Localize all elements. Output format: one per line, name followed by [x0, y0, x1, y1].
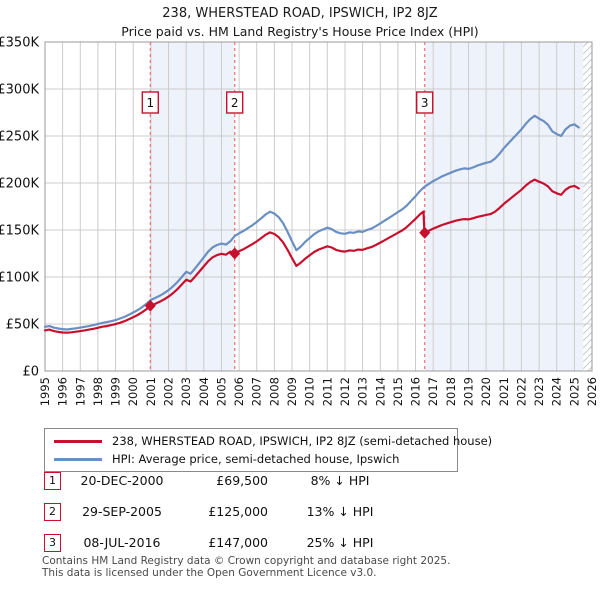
x-tick-label: 2020 — [479, 377, 493, 406]
y-tick-label: £300K — [0, 83, 39, 98]
x-tick-label: 2014 — [373, 377, 387, 406]
hpi-line-swatch — [54, 457, 102, 461]
y-tick-label: £100K — [0, 271, 39, 286]
copyright-line: Contains HM Land Registry data © Crown c… — [42, 555, 451, 567]
legend-label-hpi: HPI: Average price, semi-detached house,… — [112, 452, 400, 466]
x-tick-label: 2012 — [338, 377, 352, 406]
price-paid-line — [43, 178, 580, 334]
price-history-chart: 1 2 3£350K£300K£250K£200K£150K£100K£50K£01… — [0, 36, 599, 407]
x-tick-label: 1999 — [109, 377, 123, 406]
x-tick-label: 2016 — [409, 377, 423, 406]
x-tick-label: 2004 — [197, 377, 211, 406]
legend-label-price: 238, WHERSTEAD ROAD, IPSWICH, IP2 8JZ (s… — [112, 434, 493, 448]
table-row: 3 08-JUL-2016 £147,000 25% ↓ HPI — [44, 534, 464, 552]
x-tick-label: 2025 — [567, 377, 581, 406]
sale-marker-diamond — [144, 299, 156, 312]
x-tick-label: 2009 — [285, 377, 299, 406]
x-tick-label: 2021 — [497, 377, 511, 406]
price-line-swatch — [54, 439, 102, 443]
sale-number-badge: 1 — [44, 472, 61, 490]
x-tick-label: 2023 — [532, 377, 546, 406]
sale-date: 08-JUL-2016 — [83, 535, 161, 550]
x-tick-label: 2000 — [126, 377, 140, 406]
table-row: 2 29-SEP-2005 £125,000 13% ↓ HPI — [44, 503, 464, 521]
chart-title: 238, WHERSTEAD ROAD, IPSWICH, IP2 8JZ — [162, 6, 438, 21]
sale-price: £69,500 — [216, 473, 268, 488]
x-tick-label: 2026 — [585, 377, 599, 406]
sale-number-badge: 2 — [44, 503, 61, 521]
table-row: 1 20-DEC-2000 £69,500 8% ↓ HPI — [44, 472, 464, 490]
y-tick-label: £250K — [0, 130, 39, 145]
x-tick-label: 2015 — [391, 377, 405, 406]
x-tick-label: 2018 — [444, 377, 458, 406]
sale-marker-diamond — [419, 226, 431, 239]
x-tick-label: 2022 — [514, 377, 528, 406]
x-tick-label: 2010 — [303, 377, 317, 406]
sale-marker-number: 3 — [421, 96, 429, 110]
sale-marker-number: 2 — [231, 96, 239, 110]
sale-date: 20-DEC-2000 — [80, 473, 164, 488]
y-tick-label: £150K — [0, 224, 39, 239]
x-tick-label: 1998 — [91, 377, 105, 406]
y-tick-label: £0 — [22, 365, 39, 380]
y-tick-label: £50K — [6, 318, 40, 333]
hpi-line — [43, 114, 580, 331]
x-tick-label: 2001 — [144, 377, 158, 406]
ownership-band — [150, 42, 235, 371]
license-note: Contains HM Land Registry data © Crown c… — [42, 555, 451, 579]
sale-hpi-diff: 25% ↓ HPI — [306, 535, 374, 550]
y-tick-label: £200K — [0, 177, 39, 192]
x-tick-label: 2006 — [232, 377, 246, 406]
y-tick-label: £350K — [0, 36, 39, 51]
sale-price: £125,000 — [208, 504, 268, 519]
plot-border — [44, 41, 593, 372]
x-tick-label: 2013 — [356, 377, 370, 406]
sale-marker-badge — [225, 91, 244, 114]
x-tick-label: 2019 — [462, 377, 476, 406]
sale-marker-badge — [416, 91, 434, 114]
legend-item-price: 238, WHERSTEAD ROAD, IPSWICH, IP2 8JZ (s… — [45, 432, 492, 450]
legend-item-hpi: HPI: Average price, semi-detached house,… — [45, 450, 457, 468]
x-tick-label: 2008 — [267, 377, 281, 406]
x-tick-label: 1997 — [73, 377, 87, 406]
x-tick-label: 2011 — [320, 377, 334, 406]
x-tick-label: 2007 — [250, 377, 264, 406]
x-tick-label: 2002 — [162, 377, 176, 406]
x-tick-label: 2017 — [426, 377, 440, 406]
x-tick-label: 1995 — [38, 377, 52, 406]
sale-hpi-diff: 8% ↓ HPI — [310, 473, 370, 488]
future-hatch-band — [583, 42, 592, 371]
sale-price: £147,000 — [208, 535, 268, 550]
sale-marker-badge — [141, 91, 160, 114]
sale-date: 29-SEP-2005 — [82, 504, 162, 519]
sale-number-badge: 3 — [44, 534, 61, 552]
licence-line: This data is licensed under the Open Gov… — [42, 566, 377, 579]
x-tick-label: 2024 — [550, 377, 564, 406]
chart-legend: 238, WHERSTEAD ROAD, IPSWICH, IP2 8JZ (s… — [44, 428, 492, 472]
x-tick-label: 2005 — [215, 377, 229, 406]
x-tick-label: 2003 — [179, 377, 193, 406]
chart-subtitle: Price paid vs. HM Land Registry's House … — [121, 24, 479, 39]
sale-hpi-diff: 13% ↓ HPI — [306, 504, 374, 519]
sale-marker-number: 1 — [146, 96, 154, 110]
sale-marker-diamond — [229, 247, 241, 260]
x-tick-label: 1996 — [56, 377, 70, 406]
